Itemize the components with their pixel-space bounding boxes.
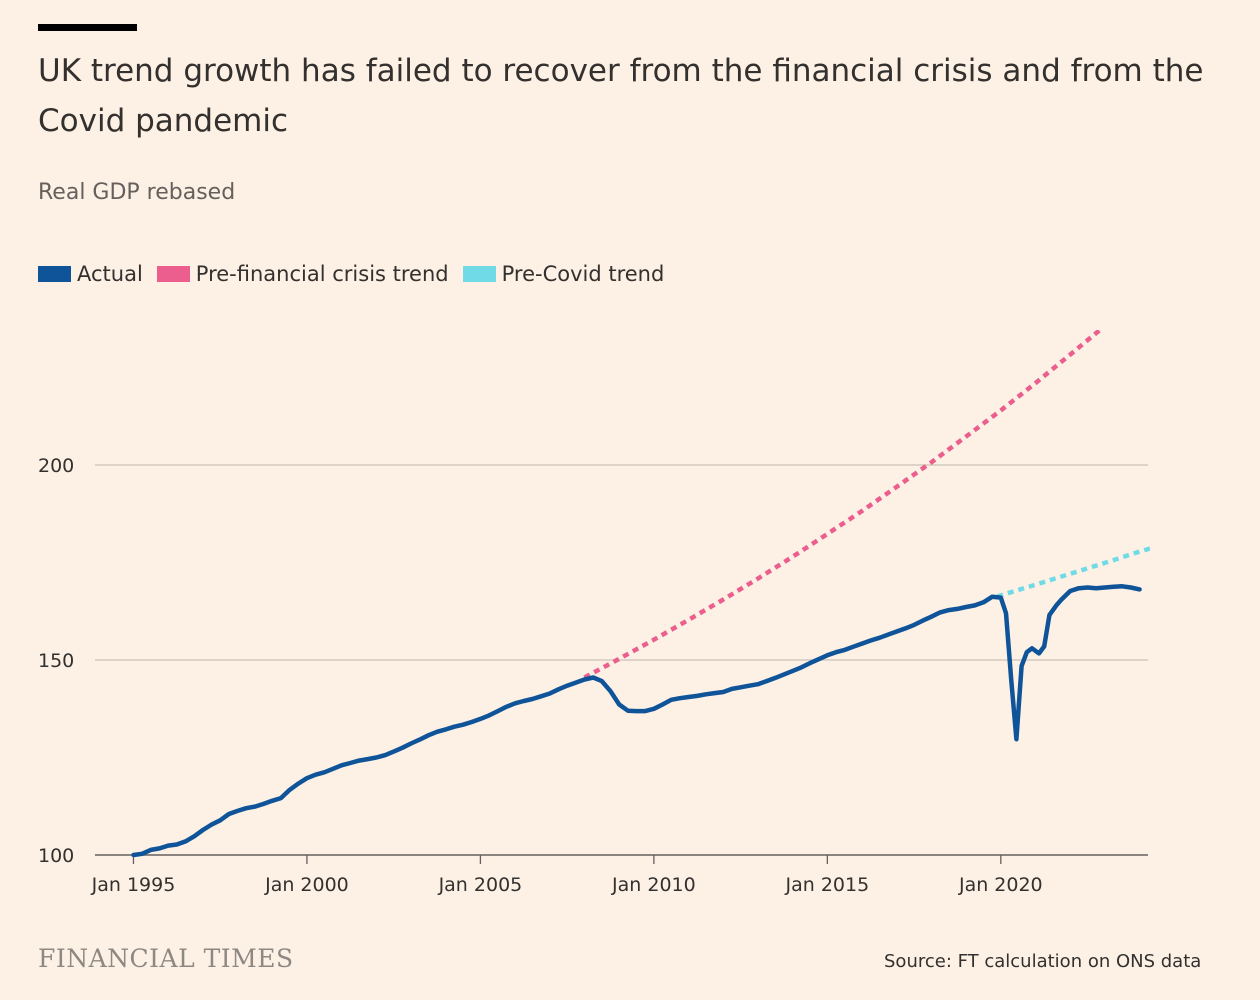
y-tick-label-200: 200 bbox=[38, 455, 74, 477]
y-tick-label-150: 150 bbox=[38, 650, 74, 672]
legend-item-pre-financial-crisis-trend: Pre-financial crisis trend bbox=[156, 262, 449, 286]
legend-label-pre-covid-trend: Pre-Covid trend bbox=[501, 262, 665, 286]
chart-subtitle: Real GDP rebased bbox=[38, 180, 236, 205]
series-line-actual bbox=[131, 584, 1142, 858]
legend-item-pre-covid-trend: Pre-Covid trend bbox=[462, 262, 665, 286]
top-rule bbox=[38, 24, 137, 31]
chart-title: UK trend growth has failed to recover fr… bbox=[38, 53, 1204, 139]
x-tick-label-2020: Jan 2020 bbox=[958, 874, 1043, 896]
legend-label-actual: Actual bbox=[77, 262, 143, 286]
source-note: Source: FT calculation on ONS data bbox=[884, 951, 1202, 972]
legend-swatch-pre-covid-trend bbox=[462, 266, 496, 282]
series-line-pre-financial-crisis-trend bbox=[583, 330, 1104, 680]
series-line-pre-covid-trend bbox=[996, 546, 1150, 599]
legend: Actual Pre-financial crisis trend Pre-Co… bbox=[38, 262, 678, 286]
x-tick-label-2000: Jan 2000 bbox=[264, 874, 349, 896]
x-tick-label-2010: Jan 2010 bbox=[611, 874, 696, 896]
x-tick-label-2005: Jan 2005 bbox=[438, 874, 523, 896]
x-tick-label-1995: Jan 1995 bbox=[91, 874, 176, 896]
x-tick-label-2015: Jan 2015 bbox=[785, 874, 870, 896]
y-tick-label-100: 100 bbox=[38, 845, 74, 867]
legend-label-pre-financial-crisis-trend: Pre-financial crisis trend bbox=[195, 262, 449, 286]
legend-item-actual: Actual bbox=[38, 262, 143, 286]
legend-swatch-actual bbox=[38, 266, 71, 282]
legend-swatch-pre-financial-crisis-trend bbox=[156, 266, 190, 282]
ft-logo: FINANCIAL TIMES bbox=[38, 944, 294, 973]
